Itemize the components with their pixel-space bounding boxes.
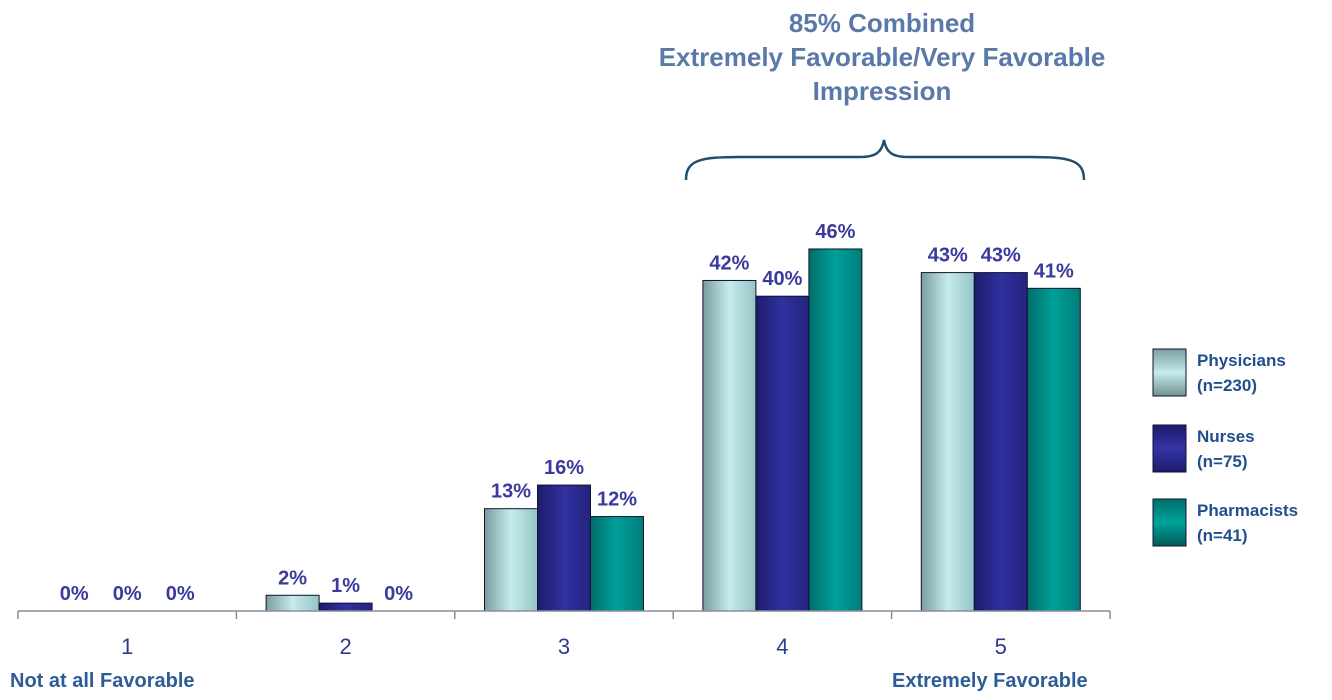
value-label-pharmacists-5: 41% xyxy=(1034,260,1074,282)
bar-pharmacists-3 xyxy=(590,516,644,612)
value-label-pharmacists-1: 0% xyxy=(166,583,195,605)
value-label-pharmacists-3: 12% xyxy=(597,489,637,511)
legend-swatch-physicians xyxy=(1152,348,1187,397)
x-tick-label-1: 1 xyxy=(121,634,133,659)
bars-group xyxy=(265,248,1081,612)
bar-physicians-4 xyxy=(702,279,757,612)
bar-nurses-4 xyxy=(755,295,810,612)
value-label-physicians-4: 42% xyxy=(709,252,749,274)
legend-name-pharmacists: Pharmacists xyxy=(1197,501,1299,520)
value-label-physicians-5: 43% xyxy=(928,245,968,267)
x-tick-label-2: 2 xyxy=(339,634,351,659)
legend-n-nurses: (n=75) xyxy=(1197,452,1248,471)
bar-pharmacists-5 xyxy=(1026,287,1081,612)
value-label-physicians-1: 0% xyxy=(60,583,89,605)
bar-physicians-5 xyxy=(920,272,975,612)
value-label-nurses-4: 40% xyxy=(762,268,802,290)
value-label-nurses-5: 43% xyxy=(981,245,1021,267)
bar-nurses-5 xyxy=(973,272,1028,612)
x-axis: 1 2 3 4 5 xyxy=(17,610,1111,659)
annotation-line-3: Impression xyxy=(812,76,952,106)
value-label-physicians-2: 2% xyxy=(278,567,307,589)
value-label-pharmacists-2: 0% xyxy=(384,583,413,605)
legend-label-physicians: Physicians (n=230) xyxy=(1197,348,1286,398)
x-tick-label-4: 4 xyxy=(776,634,788,659)
value-label-nurses-1: 0% xyxy=(113,583,142,605)
annotation: 85% Combined Extremely Favorable/Very Fa… xyxy=(540,6,1224,108)
bar-nurses-2 xyxy=(318,602,373,612)
bar-physicians-3 xyxy=(484,508,538,612)
x-tick-label-5: 5 xyxy=(995,634,1007,659)
legend-name-physicians: Physicians xyxy=(1197,351,1286,370)
value-labels-group: 0% 0% 0% 2% 1% 0% 13% 16% 12% 42% 40% 46% 43% 43% 41% xyxy=(60,221,1074,605)
bar-nurses-3 xyxy=(537,484,591,612)
value-label-nurses-3: 16% xyxy=(544,457,584,479)
scale-low-label: Not at all Favorable xyxy=(10,670,195,692)
x-tick-label-3: 3 xyxy=(558,634,570,659)
annotation-line-1: 85% Combined xyxy=(788,8,976,38)
legend-n-pharmacists: (n=41) xyxy=(1197,526,1248,545)
legend-swatch-pharmacists xyxy=(1152,498,1187,547)
bar-pharmacists-4 xyxy=(808,248,863,612)
annotation-line-2: Extremely Favorable/Very Favorable xyxy=(658,42,1106,72)
legend-label-pharmacists: Pharmacists (n=41) xyxy=(1197,498,1298,548)
legend xyxy=(1152,348,1187,547)
value-label-nurses-2: 1% xyxy=(331,575,360,597)
value-label-pharmacists-4: 46% xyxy=(815,221,855,243)
value-label-physicians-3: 13% xyxy=(491,481,531,503)
legend-swatch-nurses xyxy=(1152,424,1187,473)
legend-name-nurses: Nurses xyxy=(1197,427,1255,446)
legend-label-nurses: Nurses (n=75) xyxy=(1197,424,1255,474)
annotation-brace xyxy=(684,139,1086,181)
legend-n-physicians: (n=230) xyxy=(1197,376,1257,395)
bar-physicians-2 xyxy=(265,594,320,612)
scale-high-label: Extremely Favorable xyxy=(892,670,1088,692)
